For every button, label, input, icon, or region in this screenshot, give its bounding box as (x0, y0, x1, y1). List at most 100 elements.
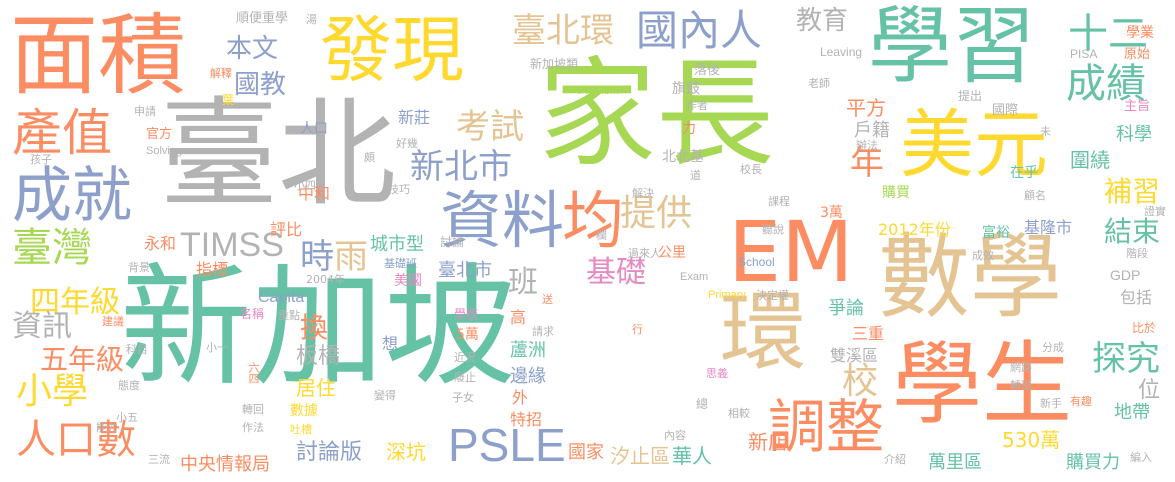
word-solving: Solving (146, 145, 183, 157)
word-suggest: 建議 (102, 315, 124, 328)
word-household: 戶籍 (854, 120, 890, 141)
word-care: 在乎 (1010, 165, 1038, 181)
word-high: 高 (510, 308, 527, 327)
word-science: 科學 (1116, 124, 1152, 145)
word-surround: 圍繞 (1070, 148, 1110, 172)
word-send: 送 (542, 293, 553, 306)
word-grade-five: 小五 (116, 411, 138, 424)
word-school-char: 校 (842, 361, 879, 402)
word-twelve: 十二 (1068, 11, 1148, 57)
word-area: 面積 (10, 4, 187, 107)
word-total: 總 (696, 397, 709, 411)
word-road: 道 (690, 169, 701, 182)
word-xiaosi: 小四 (294, 179, 316, 192)
word-domestic: 國內人 (636, 6, 763, 55)
word-keypoint: 重點 (278, 309, 300, 322)
word-edge: 邊緣 (510, 366, 546, 387)
word-primary-school: 小學 (16, 371, 89, 412)
word-shenkeng: 深坑 (386, 440, 426, 464)
word-taipei-city: 臺北市 (438, 260, 492, 281)
word-explore: 探究 (1092, 339, 1160, 379)
word-official: 官方 (146, 127, 173, 142)
word-affluent: 富裕 (982, 225, 1010, 241)
word-gist: 主旨 (1124, 99, 1151, 114)
word-leaving: Leaving (820, 45, 863, 59)
word-effect: 成效 (972, 249, 994, 262)
word-think: 想 (382, 334, 399, 353)
word-academics: 學業 (1126, 25, 1154, 41)
word-huan: 環 (720, 283, 806, 383)
word-class: 班 (508, 265, 538, 300)
word-grade-one: 小一 (206, 341, 228, 354)
word-xizhi: 汐止區 (610, 444, 670, 468)
word-square: 平方 (846, 96, 886, 120)
word-position: 位 (1138, 378, 1161, 403)
word-technique: 技巧 (388, 183, 410, 196)
word-subject: 科目 (126, 343, 148, 356)
word-method: 作法 (242, 421, 264, 434)
word-primary: Primary (708, 289, 746, 301)
word-education: 教育 (796, 6, 849, 36)
word-content: 內容 (664, 429, 686, 442)
word-compare: 相較 (728, 407, 750, 420)
word-taipei: 臺北 (160, 85, 397, 223)
word-population: 人口 (300, 121, 328, 137)
word-wanli: 萬里區 (928, 452, 982, 473)
word-request: 請求 (532, 325, 554, 338)
word-exam: 考試 (456, 107, 524, 147)
word-xinzhuang: 新莊 (398, 108, 431, 127)
word-purchasing-power: 購買力 (1066, 452, 1120, 473)
word-population-count: 人口數 (16, 417, 136, 463)
word-complain: 吐槽 (290, 423, 312, 436)
word-third-rate: 三流 (148, 453, 170, 466)
word-zhonghe: 中和 (298, 184, 331, 203)
word-learning: 學習 (868, 0, 1037, 95)
word-author: 作者 (686, 99, 708, 112)
word-parents: 家長 (538, 45, 775, 183)
word-2012: 2012年份 (878, 220, 951, 239)
word-2004: 2004年 (306, 273, 345, 286)
word-reside: 居住 (296, 376, 336, 400)
word-ability: 能力 (96, 421, 118, 434)
word-fifth-grade: 五年級 (40, 343, 125, 376)
word-discover: 發現 (320, 8, 465, 92)
word-city-type: 城市型 (370, 234, 424, 255)
word-become: 變得 (374, 389, 396, 402)
word-debate: 爭論 (828, 298, 864, 319)
word-psle: PSLE (448, 419, 566, 471)
word-ye: 葉 (222, 93, 235, 107)
word-average: 均 (562, 184, 625, 257)
word-rain: 雨 (334, 237, 368, 277)
word-explain: 解釋 (210, 67, 232, 80)
word-3-wan: 3萬 (820, 205, 843, 221)
word-transfer-back: 轉回 (242, 403, 264, 416)
word-forum: 討論版 (296, 440, 363, 465)
word-problem: Problem (578, 85, 619, 97)
word-divide: 分成 (1042, 341, 1064, 354)
word-rating: 評比 (270, 220, 303, 239)
word-attitude: 態度 (118, 379, 140, 392)
word-xindian: 新店 (748, 430, 788, 454)
word-index: 指標 (196, 260, 229, 279)
word-apply: 申請 (134, 105, 156, 118)
word-enroll: 編入 (1130, 451, 1152, 464)
word-behind: 落後 (694, 63, 721, 78)
word-xuexiao: 學校 (454, 307, 479, 321)
word-compared: 比於 (1132, 321, 1157, 335)
word-figures: 數據 (290, 403, 318, 419)
word-country: 國家 (568, 442, 604, 463)
word-include: 包括 (1120, 288, 1153, 307)
word-curriculum: 課程 (768, 195, 790, 208)
word-end: 結束 (1104, 215, 1161, 248)
word-output: 產值 (12, 104, 112, 162)
word-usd: 美元 (900, 102, 1048, 188)
word-veteran: 過來人 (628, 247, 661, 260)
word-six-four: 六四 (247, 362, 260, 384)
word-several: 好幾 (396, 137, 418, 150)
word-stage: 階段 (1126, 247, 1148, 260)
word-taiwan: 臺灣 (12, 225, 92, 271)
word-taipei-ring: 臺北環 (512, 11, 614, 51)
word-outside: 外 (512, 388, 529, 407)
word-provide: 提供 (620, 193, 693, 234)
